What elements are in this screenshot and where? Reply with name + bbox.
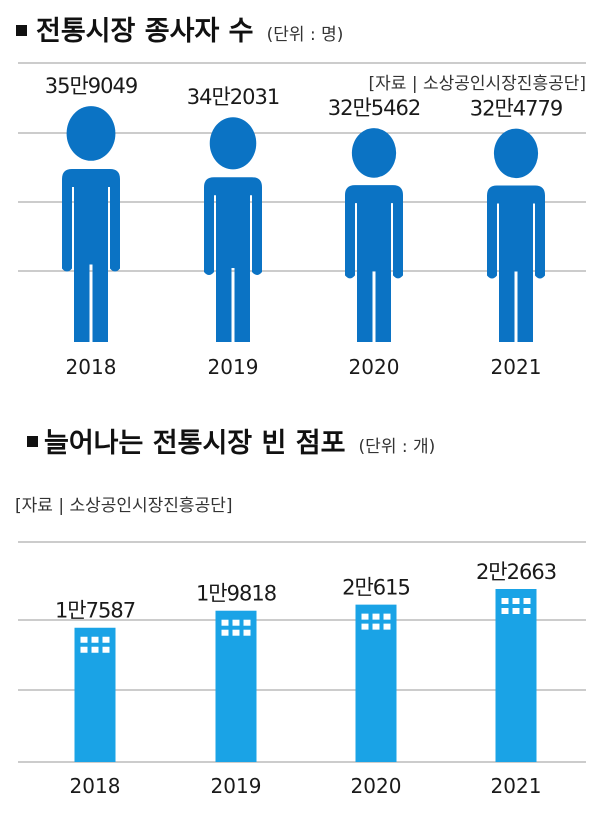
year-label: 2019 <box>208 355 259 379</box>
building-icon-bar <box>495 589 537 762</box>
window-icon <box>80 646 88 653</box>
window-icon <box>512 608 520 614</box>
title-bullet-icon <box>16 25 27 36</box>
chart1-plot: 35만9049 2018 34만2031 2019 32만5462 2020 32만4779… <box>18 62 586 379</box>
person-icon-bar <box>345 128 403 342</box>
chart1-unit: (단위 : 명) <box>267 25 344 45</box>
window-icon <box>372 613 380 620</box>
year-label: 2021 <box>491 355 542 379</box>
window-icon <box>232 619 240 626</box>
chart1-source: [자료 | 소상공인시장진흥공단] <box>369 74 586 94</box>
year-label: 2018 <box>66 355 117 379</box>
value-label: 32만5462 <box>328 96 421 120</box>
year-label: 2020 <box>351 774 402 798</box>
window-icon <box>523 608 531 614</box>
chart1-title: 전통시장 종사자 수 <box>36 16 254 47</box>
window-icon <box>102 636 110 643</box>
window-icon <box>102 646 110 653</box>
window-icon <box>361 623 369 630</box>
window-icon <box>523 598 531 604</box>
person-icon-bar <box>204 117 262 342</box>
value-label: 2만2663 <box>476 560 556 584</box>
window-icon <box>91 636 99 643</box>
person-icon-bar <box>487 128 545 342</box>
window-icon <box>80 636 88 643</box>
window-icon <box>91 646 99 653</box>
window-icon <box>221 619 229 626</box>
value-label: 35만9049 <box>45 74 138 98</box>
person-icon-bar <box>62 106 120 342</box>
chart1-title-row: 전통시장 종사자 수 (단위 : 명) <box>36 16 343 47</box>
value-label: 2만615 <box>342 576 410 600</box>
window-icon <box>512 598 520 604</box>
building-icon-bar <box>355 604 397 762</box>
window-icon <box>501 598 509 604</box>
chart2-plot: 1만7587 2018 1만9818 2019 2만615 2020 2만2663 2021 <box>18 541 586 798</box>
chart2-source: [자료 | 소상공인시장진흥공단] <box>15 496 232 516</box>
building-icon-bar <box>215 610 257 762</box>
value-label: 32만4779 <box>470 97 563 121</box>
chart2-unit: (단위 : 개) <box>359 437 436 457</box>
building-icon-bar <box>74 627 116 762</box>
window-icon <box>232 629 240 636</box>
window-icon <box>383 623 391 630</box>
value-label: 34만2031 <box>187 85 280 109</box>
window-icon <box>372 623 380 630</box>
value-label: 1만7587 <box>55 599 135 623</box>
chart2-title: 늘어나는 전통시장 빈 점포 <box>44 428 345 459</box>
value-label: 1만9818 <box>196 582 276 606</box>
chart2-title-row: 늘어나는 전통시장 빈 점포 (단위 : 개) <box>44 428 435 459</box>
year-label: 2018 <box>70 774 121 798</box>
title-bullet-icon <box>27 436 38 447</box>
window-icon <box>383 613 391 620</box>
window-icon <box>243 629 251 636</box>
window-icon <box>243 619 251 626</box>
year-label: 2019 <box>211 774 262 798</box>
year-label: 2020 <box>349 355 400 379</box>
window-icon <box>221 629 229 636</box>
window-icon <box>361 613 369 620</box>
window-icon <box>501 608 509 614</box>
year-label: 2021 <box>491 774 542 798</box>
